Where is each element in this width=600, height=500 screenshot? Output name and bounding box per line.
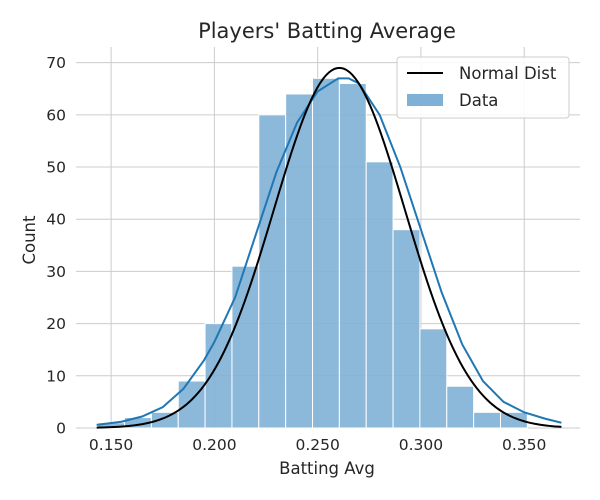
y-tick-labels: 0 10 20 30 40 50 60 70 — [46, 54, 66, 437]
y-tick-label: 20 — [46, 315, 66, 333]
y-tick-label: 50 — [46, 159, 66, 177]
x-tick-label: 0.150 — [89, 436, 133, 454]
data-kde-line — [96, 77, 562, 426]
histogram-bar — [312, 77, 340, 429]
legend-data-label: Data — [459, 91, 498, 110]
x-tick-labels: 0.150 0.200 0.250 0.300 0.350 — [89, 436, 546, 454]
x-tick-label: 0.250 — [295, 436, 339, 454]
y-tick-label: 30 — [46, 263, 66, 281]
histogram-bar — [473, 411, 501, 429]
legend-data-swatch — [407, 94, 443, 106]
y-tick-label: 60 — [46, 106, 66, 124]
histogram-bar — [499, 411, 528, 429]
histogram-bar — [392, 229, 421, 429]
y-tick-label: 10 — [46, 367, 66, 385]
x-tick-label: 0.350 — [502, 436, 546, 454]
histogram-bar — [258, 114, 287, 429]
y-tick-label: 40 — [46, 211, 66, 229]
histogram-bar — [285, 93, 314, 429]
x-tick-label: 0.200 — [192, 436, 236, 454]
histogram-bar — [446, 385, 475, 429]
normal-dist-line — [96, 66, 562, 429]
histogram-bar — [231, 265, 260, 429]
legend-normal-dist-label: Normal Dist — [459, 64, 557, 83]
y-tick-label: 0 — [56, 420, 66, 438]
histogram-bar — [338, 83, 367, 429]
x-axis-label: Batting Avg — [279, 459, 375, 478]
chart-title: Players' Batting Average — [198, 19, 456, 43]
x-tick-label: 0.300 — [399, 436, 443, 454]
legend: Normal Dist Data — [396, 56, 570, 119]
y-axis-label: Count — [20, 215, 39, 265]
histogram-bar — [419, 328, 448, 429]
histogram-bar — [365, 161, 394, 429]
histogram-bar — [204, 323, 233, 429]
y-tick-label: 70 — [46, 54, 66, 72]
histogram-bars — [97, 77, 528, 429]
